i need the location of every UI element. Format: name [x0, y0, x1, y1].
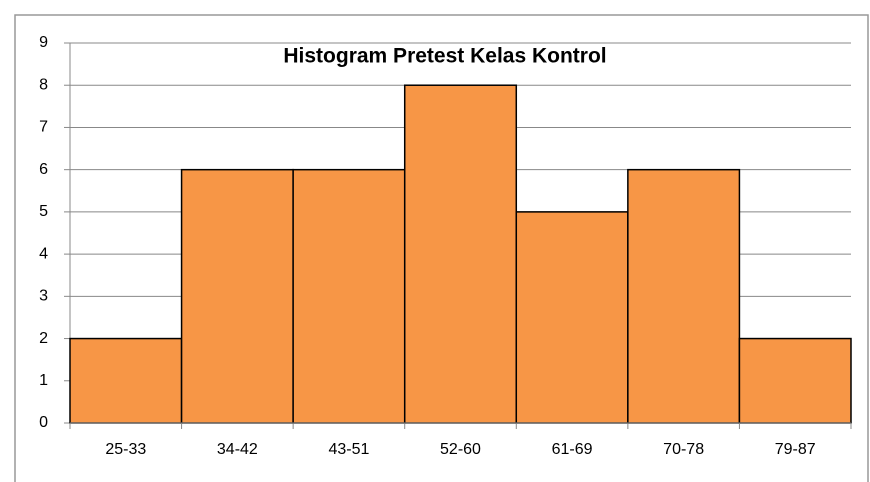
y-tick-label: 3	[39, 288, 48, 305]
x-tick-label: 61-69	[552, 441, 593, 458]
y-tick-label: 4	[39, 245, 48, 262]
chart-title: Histogram Pretest Kelas Kontrol	[283, 45, 606, 68]
y-tick-label: 2	[39, 330, 48, 347]
chart-frame	[14, 14, 869, 482]
bar	[738, 337, 852, 424]
bar	[515, 211, 629, 424]
bar	[292, 168, 406, 424]
y-tick-label: 6	[39, 161, 48, 178]
x-tick-label: 43-51	[328, 441, 369, 458]
bar	[627, 168, 741, 424]
x-tick-label: 25-33	[105, 441, 146, 458]
x-tick-label: 70-78	[663, 441, 704, 458]
x-tick-label: 79-87	[775, 441, 816, 458]
x-tick-label: 34-42	[217, 441, 258, 458]
plot: 0 1 2 3 4 5 6 7 8 9 25-33 34-42 43-51 52-60 61-69 70-78…	[39, 34, 852, 458]
bar	[403, 84, 518, 424]
x-tick-label: 52-60	[440, 441, 481, 458]
y-tick-label: 0	[39, 414, 48, 431]
y-tick-label: 1	[39, 372, 48, 389]
y-tick-label: 9	[39, 34, 48, 51]
bar	[69, 337, 183, 424]
y-tick-label: 5	[39, 203, 48, 220]
y-tick-label: 8	[39, 76, 48, 93]
bar	[180, 168, 294, 424]
y-tick-label: 7	[39, 119, 48, 136]
